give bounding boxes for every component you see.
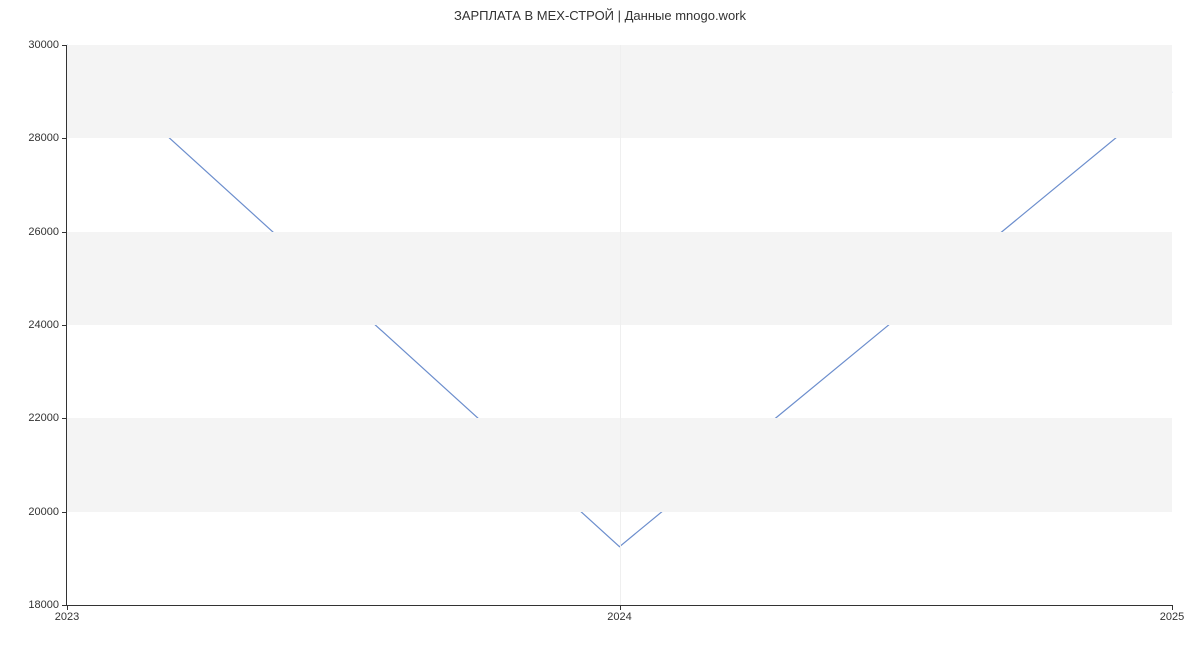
y-tick-mark [62,138,67,139]
grid-line-vertical [620,45,621,605]
salary-chart: ЗАРПЛАТА В МЕХ-СТРОЙ | Данные mnogo.work… [0,0,1200,650]
y-tick-mark [62,232,67,233]
chart-title: ЗАРПЛАТА В МЕХ-СТРОЙ | Данные mnogo.work [0,8,1200,23]
y-tick-mark [62,418,67,419]
x-tick-mark [67,605,68,610]
y-tick-mark [62,325,67,326]
plot-area: 1800020000220002400026000280003000020232… [66,45,1172,606]
x-tick-mark [1172,605,1173,610]
y-tick-mark [62,512,67,513]
y-tick-mark [62,45,67,46]
x-tick-mark [620,605,621,610]
